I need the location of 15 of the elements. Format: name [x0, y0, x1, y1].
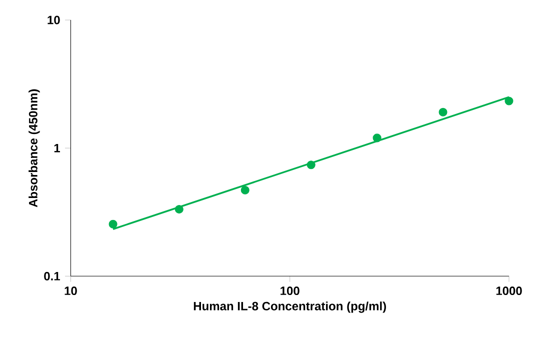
- point: [504, 96, 514, 106]
- point: [306, 160, 316, 170]
- x-tick-label: 10: [64, 286, 77, 295]
- point: [438, 108, 448, 116]
- point: [372, 134, 382, 142]
- point: [108, 220, 118, 228]
- point: [240, 186, 250, 194]
- point: [174, 204, 184, 214]
- x-tick-label: 1000: [496, 286, 522, 295]
- x-tick-label: 100: [280, 286, 300, 295]
- x-axis-title: Human IL-8 Concentration (pg/ml): [194, 301, 386, 313]
- y-tick-label: 0.1: [44, 272, 60, 280]
- y-tick-label: 1: [54, 144, 60, 152]
- y-axis-title: Absorbance (450nm): [28, 89, 40, 208]
- y-tick-label: 10: [48, 16, 60, 24]
